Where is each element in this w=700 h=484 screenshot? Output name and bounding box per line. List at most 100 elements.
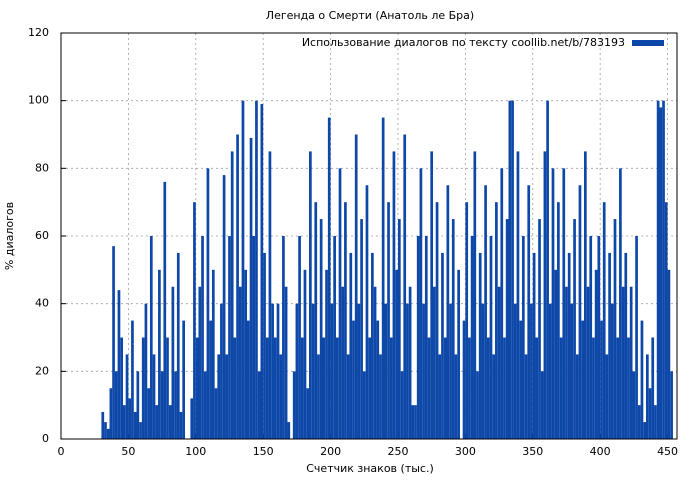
bar: [346, 354, 350, 439]
bar: [198, 286, 202, 439]
bar: [656, 100, 660, 440]
bar: [117, 290, 121, 439]
bar: [395, 269, 398, 439]
bar: [567, 252, 571, 439]
bar: [147, 388, 150, 439]
bar: [136, 371, 140, 439]
bar: [446, 185, 450, 439]
bar: [403, 134, 407, 439]
bar: [284, 286, 288, 439]
bar: [637, 405, 641, 439]
bar: [640, 320, 644, 439]
bar: [158, 269, 161, 439]
x-tick-label: 250: [387, 445, 408, 458]
bar: [519, 320, 522, 439]
bar: [635, 236, 638, 439]
bar: [303, 269, 307, 439]
bar: [362, 371, 366, 439]
bar: [441, 252, 444, 439]
bar: [311, 303, 315, 439]
bar: [575, 354, 579, 439]
bar: [206, 168, 210, 440]
bar: [195, 337, 199, 439]
x-tick-label: 200: [320, 445, 341, 458]
bar: [131, 320, 134, 439]
bar: [155, 405, 159, 439]
bar: [327, 117, 331, 439]
bar: [252, 236, 256, 439]
bar: [548, 303, 552, 439]
bar: [244, 269, 248, 439]
bar: [354, 134, 358, 439]
bar: [163, 181, 167, 439]
y-tick-label: 0: [42, 432, 49, 445]
bar: [411, 405, 415, 439]
y-axis-label: % диалогов: [3, 202, 16, 270]
bar: [435, 202, 439, 439]
bar: [624, 252, 628, 439]
bar: [664, 202, 668, 439]
bar: [376, 320, 380, 439]
bar: [546, 100, 549, 440]
bar: [273, 337, 277, 439]
bar: [349, 252, 353, 439]
bar: [139, 422, 142, 439]
bar: [670, 371, 673, 439]
bar: [602, 202, 606, 439]
chart-title: Легенда о Смерти (Анатоль ле Бра): [266, 9, 474, 22]
bar: [333, 236, 336, 439]
bar: [387, 202, 390, 439]
x-tick-label: 400: [590, 445, 611, 458]
bar: [101, 411, 105, 439]
bar: [152, 354, 156, 439]
bar: [106, 428, 110, 439]
bar: [112, 246, 115, 439]
bar: [651, 337, 655, 439]
bar: [648, 388, 652, 439]
bar: [360, 219, 363, 439]
bar: [225, 354, 229, 439]
bar: [513, 303, 517, 439]
bar: [516, 151, 520, 439]
bar: [309, 151, 312, 439]
bar: [392, 151, 396, 439]
x-tick-label: 350: [522, 445, 543, 458]
bar: [427, 337, 431, 439]
bar: [263, 252, 266, 439]
bar: [532, 252, 536, 439]
bar: [400, 371, 404, 439]
x-tick-label: 150: [253, 445, 274, 458]
bar: [268, 151, 272, 439]
bar: [486, 337, 490, 439]
bar: [114, 371, 118, 439]
bar: [230, 151, 234, 439]
bar: [468, 337, 471, 439]
x-tick-label: 300: [455, 445, 476, 458]
bar: [257, 371, 261, 439]
bar: [645, 354, 649, 439]
bar: [578, 185, 582, 439]
bar: [222, 175, 226, 439]
bar: [241, 100, 245, 440]
bar: [171, 286, 175, 439]
bar: [120, 337, 124, 439]
bar: [476, 371, 479, 439]
bar: [594, 269, 598, 439]
bar: [610, 303, 614, 439]
plot-frame: [60, 32, 678, 440]
bar: [414, 405, 417, 439]
bar: [109, 388, 113, 439]
bar: [201, 236, 204, 439]
bar: [217, 354, 221, 439]
bar: [535, 337, 539, 439]
bar: [551, 168, 555, 440]
y-tick-label: 60: [35, 229, 49, 242]
bar: [500, 168, 504, 440]
bar: [605, 354, 609, 439]
bar: [416, 236, 420, 439]
bar: [511, 100, 514, 440]
bar: [260, 104, 264, 440]
bar: [457, 269, 460, 439]
x-tick-label: 50: [121, 445, 135, 458]
bar: [451, 219, 455, 439]
